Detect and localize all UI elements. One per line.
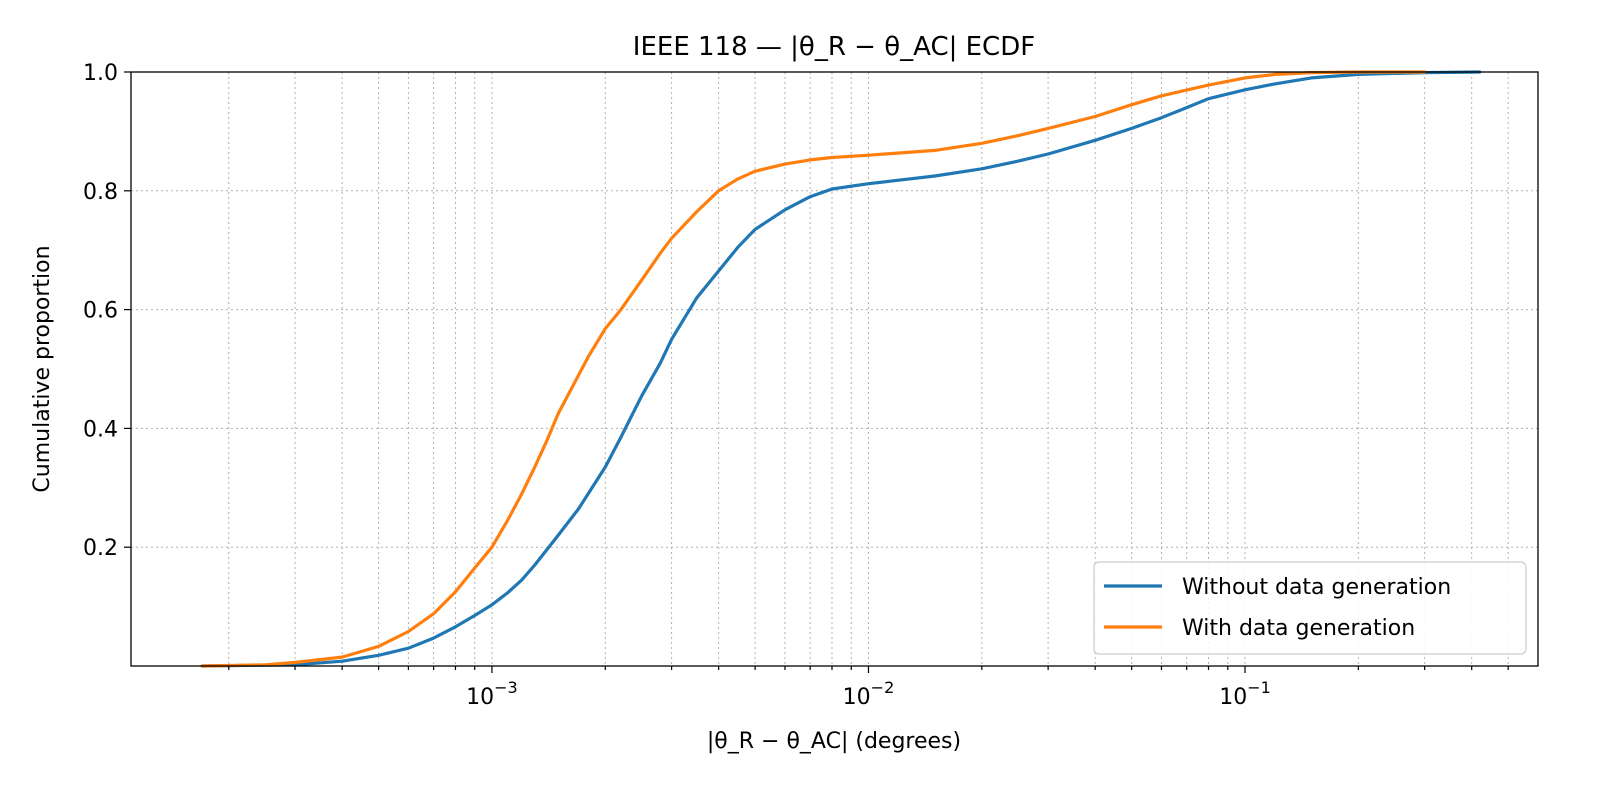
y-tick-label: 0.6 [83, 299, 118, 324]
x-tick-label: 10−1 [1219, 678, 1271, 710]
y-tick-label: 1.0 [83, 61, 118, 86]
series-layer [200, 70, 1482, 668]
chart-title: IEEE 118 — |θ_R − θ_AC| ECDF [633, 32, 1035, 62]
legend-box [1093, 561, 1527, 655]
legend-label-with-data-generation: With data generation [1182, 616, 1415, 641]
y-tick-label: 0.4 [83, 417, 118, 442]
y-tick-label: 0.2 [83, 536, 118, 561]
legend-label-without-data-generation: Without data generation [1182, 575, 1451, 600]
x-axis-label: |θ_R − θ_AC| (degrees) [707, 729, 961, 754]
y-axis-label: Cumulative proportion [30, 245, 55, 492]
x-tick-label: 10−2 [843, 678, 895, 710]
series-line-without-data-generation [200, 70, 1482, 668]
legend: Without data generation With data genera… [1093, 561, 1527, 655]
plot-frame [130, 71, 1539, 667]
x-tick-label: 10−3 [466, 678, 518, 710]
series-line-with-data-generation [200, 70, 1427, 668]
ticks: 0.2 0.4 0.6 0.8 1.0 10−3 10−2 10−1 [83, 61, 1509, 710]
y-tick-label: 0.8 [83, 180, 118, 205]
